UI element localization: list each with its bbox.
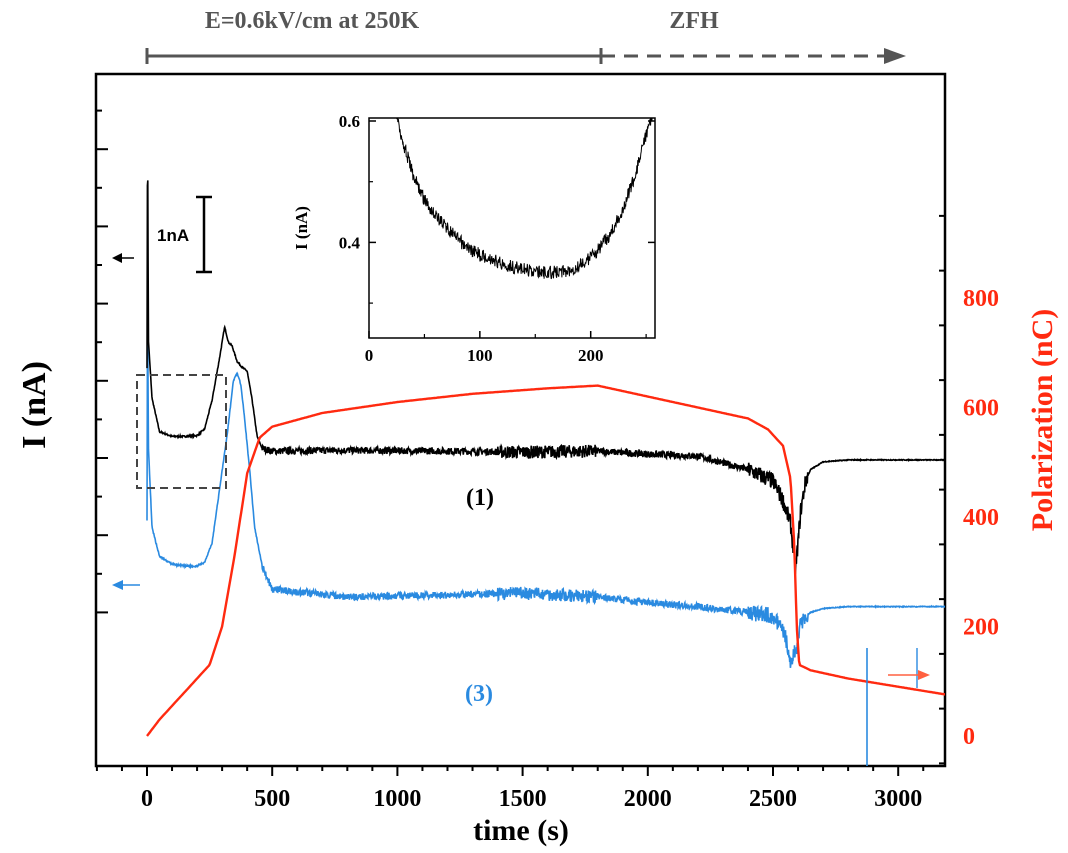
- left-axis-arrow-blue: [112, 580, 140, 590]
- y2-axis-label: Polarization (nC): [1026, 309, 1059, 531]
- y2-tick-label: 600: [963, 396, 999, 422]
- x-tick-label: 3000: [874, 786, 922, 812]
- y2-tick-label: 0: [963, 724, 975, 750]
- x-axis-tick-labels: 0 500 1000 1500 2000 2500 3000: [141, 786, 922, 812]
- inset-frame: [368, 117, 656, 339]
- curve-label-1: (1): [466, 485, 494, 511]
- inset-x-tick-label: 0: [365, 346, 374, 365]
- x-tick-label: 2500: [749, 786, 797, 812]
- top-annotation: E=0.6kV/cm at 250K ZFH: [145, 8, 906, 64]
- x-axis-label: time (s): [473, 814, 569, 847]
- right-axis-ticks: [939, 214, 945, 765]
- inset-axis-tick-labels: 0 100 200 0.4 0.6: [339, 112, 604, 365]
- y2-tick-label: 200: [963, 615, 999, 641]
- zfh-label: ZFH: [669, 8, 719, 34]
- right-axis-arrow-red: [888, 670, 930, 680]
- inset-y-axis-label: I (nA): [292, 206, 311, 250]
- series-line-3: [146, 333, 945, 668]
- scale-bar: [196, 195, 212, 274]
- zoom-region-box: [136, 374, 227, 489]
- x-tick-label: 1500: [499, 786, 547, 812]
- y2-tick-label: 800: [963, 286, 999, 312]
- x-tick-label: 1000: [373, 786, 421, 812]
- y2-tick-label: 400: [963, 505, 999, 531]
- scale-bar-label: 1nA: [157, 226, 189, 245]
- inset-y-tick-label: 0.6: [339, 112, 360, 131]
- y-axis-label: I (nA): [16, 361, 53, 449]
- x-axis-ticks: [95, 766, 925, 776]
- inset-x-tick-label: 100: [467, 346, 493, 365]
- zfh-arrow-head: [884, 48, 906, 64]
- left-axis-ticks: [96, 109, 108, 614]
- x-tick-label: 0: [141, 786, 153, 812]
- inset-x-tick-label: 200: [578, 346, 604, 365]
- inset-chart: 0 100 200 0.4 0.6 I (nA): [292, 112, 656, 365]
- right-axis-tick-labels: 0 200 400 600 800: [963, 286, 999, 750]
- inset-y-tick-label: 0.4: [339, 233, 361, 252]
- x-tick-label: 2000: [624, 786, 672, 812]
- left-axis-arrow-black: [112, 253, 134, 263]
- series-line-polarization: [146, 384, 945, 737]
- curve-label-3: (3): [465, 681, 493, 707]
- x-tick-label: 500: [254, 786, 290, 812]
- field-label: E=0.6kV/cm at 250K: [205, 8, 420, 34]
- inset-series-line: [396, 118, 653, 280]
- series-line-1: [146, 180, 945, 575]
